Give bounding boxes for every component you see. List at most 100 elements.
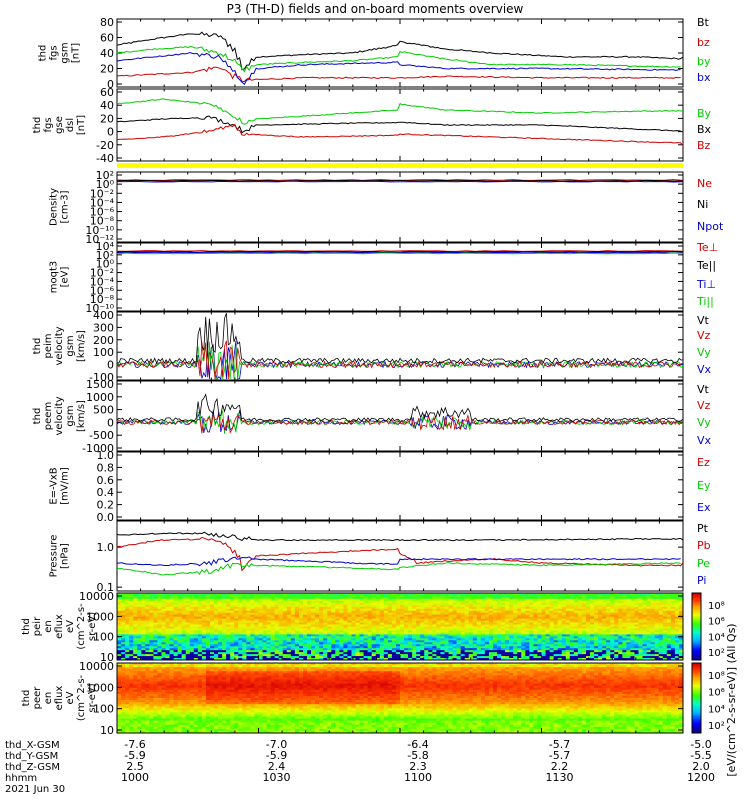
panel-4-y-tick-label: 400 bbox=[93, 309, 114, 322]
panel-9-y-tick-label: 10 bbox=[100, 724, 114, 737]
panel-4-y-label: [km/s] bbox=[76, 330, 87, 362]
panel-0-y-label: thd bbox=[38, 45, 49, 62]
series-line-bx bbox=[116, 51, 681, 85]
panel-4-legend-Vx: Vx bbox=[697, 363, 712, 376]
panel-8-y-tick-label: 10000 bbox=[79, 590, 114, 603]
panel-8-y-label: (cm^2-s- bbox=[76, 603, 87, 650]
panel-0-legend-Bt: Bt bbox=[697, 16, 710, 29]
x-axis-tick-label: -7.6 bbox=[124, 738, 145, 751]
panel-1-y-tick-label: 40 bbox=[100, 99, 114, 112]
panel-7-y-label: [nPa] bbox=[60, 543, 71, 569]
panel-0-frame bbox=[116, 18, 684, 88]
panel-1-y-tick-label: 20 bbox=[100, 112, 114, 125]
colorbar-tick-label: 10⁸ bbox=[708, 671, 725, 682]
x-axis-tick-label: 2.4 bbox=[268, 760, 286, 773]
panel-9-y-label: sr-eV) bbox=[87, 683, 98, 712]
panel-4-legend-Vy: Vy bbox=[697, 346, 711, 359]
panel-1-y-label: [nT] bbox=[76, 115, 87, 135]
panel-8-y-label: sr-eV) bbox=[87, 612, 98, 641]
panel-9-y-tick-label: 1000 bbox=[86, 681, 114, 694]
colorbar-tick-label: 10⁶ bbox=[708, 688, 725, 699]
panel-7-legend-Pb: Pb bbox=[697, 539, 711, 552]
x-axis-tick-label: 2.2 bbox=[551, 760, 569, 773]
series-line-Pt bbox=[116, 531, 684, 542]
panel-7-legend-Pi: Pi bbox=[697, 574, 706, 587]
panel-4-y-label: peim bbox=[43, 333, 54, 358]
panel-0-y-label: fgs bbox=[49, 45, 60, 60]
series-line-Npot bbox=[117, 180, 684, 183]
panel-5-y-label: gsm bbox=[65, 405, 76, 426]
panel-2-y-tick-label: 10⁻² bbox=[90, 187, 114, 200]
x-axis-tick-label: 2.5 bbox=[126, 760, 144, 773]
x-axis-tick-label: -6.4 bbox=[407, 738, 428, 751]
panel-5-legend-Vt: Vt bbox=[697, 383, 710, 396]
panel-5-y-tick-label: -500 bbox=[89, 429, 114, 442]
panel-5-y-tick-label: 0 bbox=[107, 416, 114, 429]
x-axis-tick-label: 2.3 bbox=[409, 760, 427, 773]
panel-2-legend-Ni: Ni bbox=[697, 198, 708, 211]
panel-6-legend-Ey: Ey bbox=[697, 479, 711, 492]
panel-1-legend-By: By bbox=[697, 107, 712, 120]
panel-4-y-tick-label: 0 bbox=[107, 359, 114, 372]
panel-3-y-tick-label: 10² bbox=[96, 249, 114, 262]
velocity-trace-red bbox=[116, 340, 684, 380]
series-line-Ni bbox=[116, 179, 684, 182]
series-line-Bz bbox=[116, 123, 684, 146]
panel-4-y-label: velocity bbox=[54, 326, 65, 365]
panel-6-y-label: E=-VxB bbox=[49, 467, 60, 504]
panel-1-y-tick-label: 0 bbox=[107, 126, 114, 139]
panel-3-y-label: [eV] bbox=[60, 267, 71, 288]
panel-5-legend-Vz: Vz bbox=[697, 399, 711, 412]
panel-0-legend-bz: bz bbox=[697, 36, 710, 49]
panel-9-y-label: peer bbox=[32, 686, 43, 710]
colorbar-label: [eV/(cm^2-s-sr-eV)] (All Qs) bbox=[725, 623, 738, 776]
panel-4-legend-Vz: Vz bbox=[697, 329, 711, 342]
x-axis-tick-label: 1000 bbox=[121, 771, 149, 784]
panel-7-y-tick-label: 0.1 bbox=[97, 581, 115, 594]
panel-6-legend-Ex: Ex bbox=[697, 501, 711, 514]
panel-5-y-tick-label: 1500 bbox=[86, 378, 114, 391]
panel-4-y-tick-label: 100 bbox=[93, 346, 114, 359]
panel-3-legend-Ti⊥: Ti⊥ bbox=[696, 278, 716, 291]
colorbar-tick-label: 10⁴ bbox=[708, 632, 725, 643]
velocity-trace-green bbox=[116, 341, 684, 380]
panel-3-legend-Te||: Te|| bbox=[696, 259, 716, 272]
x-axis-tick-label: 1030 bbox=[263, 771, 291, 784]
panel-4-y-label: gsm bbox=[65, 335, 76, 356]
panel-4-y-tick-label: 200 bbox=[93, 334, 114, 347]
panel-6-y-tick-label: 0.8 bbox=[97, 461, 115, 474]
series-line-Ti|| bbox=[116, 252, 684, 255]
panel-8-y-label: thd bbox=[21, 618, 32, 635]
panel-6-y-tick-label: 1.0 bbox=[97, 449, 115, 462]
colorbar-tick-label: 10⁶ bbox=[708, 617, 725, 628]
panel-9-y-label: en bbox=[43, 692, 54, 705]
panel-0-y-label: gsm bbox=[60, 42, 71, 63]
flag-bar bbox=[117, 163, 683, 168]
panel-3-y-tick-label: 10⁻⁸ bbox=[90, 293, 115, 306]
panel-9-y-label: eV bbox=[65, 691, 76, 704]
panel-1-y-label: thd bbox=[32, 117, 43, 134]
panel-3-y-tick-label: 10⁴ bbox=[96, 240, 115, 253]
panel-0-y-tick-label: 40 bbox=[100, 47, 114, 60]
panel-3-y-tick-label: 10⁻⁶ bbox=[90, 284, 115, 297]
panel-2-y-tick-label: 10⁻¹⁰ bbox=[85, 224, 114, 237]
panel-2-y-tick-label: 10⁻⁴ bbox=[90, 196, 115, 209]
panel-2-y-tick-label: 10² bbox=[96, 169, 114, 182]
colorbar-tick-label: 10² bbox=[708, 648, 725, 659]
series-line-Pe bbox=[116, 562, 681, 576]
x-axis-tick-label: 1200 bbox=[687, 771, 715, 784]
panel-1-y-label: dsl bbox=[65, 118, 76, 132]
x-axis-row-label: thd_X-GSM bbox=[5, 740, 60, 751]
panel-1-y-tick-label: -20 bbox=[96, 139, 114, 152]
velocity-trace-black bbox=[116, 313, 684, 365]
panel-8-y-tick-label: 100 bbox=[93, 631, 114, 644]
panel-2-legend-Ne: Ne bbox=[697, 177, 712, 190]
panel-3-y-tick-label: 10⁻² bbox=[90, 267, 114, 280]
panel-2-y-tick-label: 10⁰ bbox=[96, 178, 115, 191]
panel-5-y-tick-label: -1000 bbox=[82, 442, 114, 455]
panel-2-y-label: Density bbox=[49, 188, 60, 226]
spectrogram-image-9 bbox=[117, 663, 684, 734]
panel-9-y-label: eflux bbox=[54, 686, 65, 711]
